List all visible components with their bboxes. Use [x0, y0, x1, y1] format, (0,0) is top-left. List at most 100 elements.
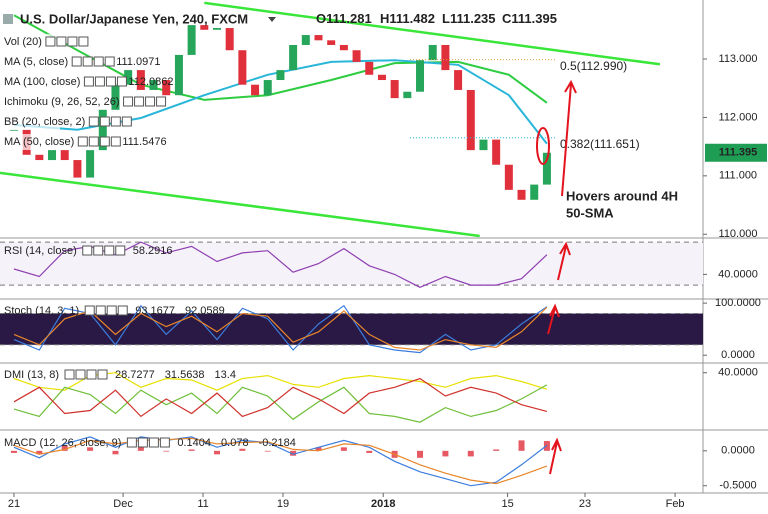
indicator-button[interactable]: [88, 116, 99, 127]
indicator-button[interactable]: [99, 116, 110, 127]
x-tick-label: 15: [501, 498, 513, 510]
legend-value: 92.0589: [185, 305, 225, 317]
indicator-button[interactable]: [71, 56, 82, 67]
legend-value: 58.2916: [133, 245, 173, 257]
indicator-label: MA (50, close): [4, 136, 74, 148]
candle: [98, 109, 107, 151]
candle: [225, 28, 234, 51]
candle: [504, 164, 513, 190]
indicator-button[interactable]: [104, 56, 115, 67]
histogram-bar: [264, 450, 271, 452]
histogram-bar: [112, 450, 119, 455]
histogram-bar: [518, 440, 525, 451]
quote: C111.395: [502, 11, 557, 26]
y-tick-label: 112.000: [719, 111, 758, 123]
indicator-button[interactable]: [115, 245, 126, 256]
candle: [60, 150, 69, 161]
last-price-box: [705, 143, 767, 162]
indicator-button[interactable]: [78, 36, 89, 47]
candle: [428, 44, 437, 61]
candle: [35, 154, 44, 161]
indicator-line: [13, 384, 548, 423]
legend-value: 0.078: [221, 437, 249, 449]
histogram-bar: [467, 450, 474, 457]
indicator-button[interactable]: [99, 136, 110, 147]
legend-value: 13.4: [215, 369, 236, 381]
indicator-button[interactable]: [159, 437, 170, 448]
candle: [403, 91, 412, 99]
candle: [162, 80, 171, 96]
candle: [149, 80, 158, 90]
indicator-button[interactable]: [82, 245, 93, 256]
indicator-button[interactable]: [94, 76, 105, 87]
candle: [187, 25, 196, 55]
indicator-line: [13, 437, 548, 485]
indicator-button[interactable]: [64, 369, 75, 380]
y-tick-label: 0.0000: [721, 445, 755, 457]
candle: [479, 139, 488, 151]
candle: [251, 84, 260, 96]
candle: [466, 89, 475, 151]
indicator-button[interactable]: [56, 36, 67, 47]
chart-title: U.S. Dollar/Japanese Yen, 240, FXCM: [20, 11, 248, 26]
indicator-button[interactable]: [126, 437, 137, 448]
trendline: [0, 171, 480, 238]
indicator-label: Ichimoku (9, 26, 52, 26): [4, 96, 120, 108]
indicator-button[interactable]: [123, 96, 134, 107]
y-tick-label: 40.0000: [718, 367, 758, 379]
indicator-button[interactable]: [83, 76, 94, 87]
annotation: Hovers around 4H: [566, 188, 678, 203]
indicator-button[interactable]: [93, 56, 104, 67]
indicator-button[interactable]: [105, 76, 116, 87]
indicator-button[interactable]: [104, 245, 115, 256]
indicator-button[interactable]: [67, 36, 78, 47]
candle: [377, 74, 386, 81]
histogram-bar: [36, 450, 43, 455]
candle: [86, 150, 95, 178]
indicator-button[interactable]: [75, 369, 86, 380]
indicator-button[interactable]: [134, 96, 145, 107]
indicator-button[interactable]: [137, 437, 148, 448]
histogram-bar: [188, 449, 195, 451]
indicator-button[interactable]: [110, 136, 121, 147]
indicator-button[interactable]: [121, 116, 132, 127]
indicator-button[interactable]: [110, 116, 121, 127]
candle: [289, 44, 298, 71]
indicator-button[interactable]: [82, 56, 93, 67]
histogram-bar: [366, 450, 373, 453]
arrow: [549, 437, 562, 475]
arrow: [561, 79, 577, 197]
indicator-button[interactable]: [116, 76, 127, 87]
candle: [276, 70, 285, 81]
dropdown-icon[interactable]: [268, 17, 276, 22]
indicator-button[interactable]: [88, 136, 99, 147]
indicator-button[interactable]: [93, 245, 104, 256]
legend-value: 28.7277: [115, 369, 155, 381]
indicator-button[interactable]: [97, 369, 108, 380]
candle: [263, 80, 272, 96]
candle: [352, 50, 361, 62]
indicator-button[interactable]: [148, 437, 159, 448]
level-band: [0, 313, 703, 345]
indicator-button[interactable]: [156, 96, 167, 107]
quote: L111.235: [442, 11, 496, 26]
indicator-button[interactable]: [86, 369, 97, 380]
histogram-bar: [493, 449, 500, 451]
indicator-button[interactable]: [106, 305, 117, 316]
candle: [542, 152, 551, 185]
indicator-button[interactable]: [145, 96, 156, 107]
indicator-value: 111.0971: [116, 56, 160, 68]
indicator-button[interactable]: [84, 305, 95, 316]
trendline: [204, 1, 661, 66]
indicator-label: MA (5, close): [4, 56, 68, 68]
indicator-button[interactable]: [77, 136, 88, 147]
indicator-button[interactable]: [45, 36, 56, 47]
x-tick-label: 11: [197, 498, 208, 510]
indicator-button[interactable]: [95, 305, 106, 316]
x-tick-label: Dec: [113, 498, 133, 510]
y-tick-label: 0.0000: [721, 349, 755, 361]
quote: O111.281: [316, 11, 372, 26]
indicator-button[interactable]: [117, 305, 128, 316]
